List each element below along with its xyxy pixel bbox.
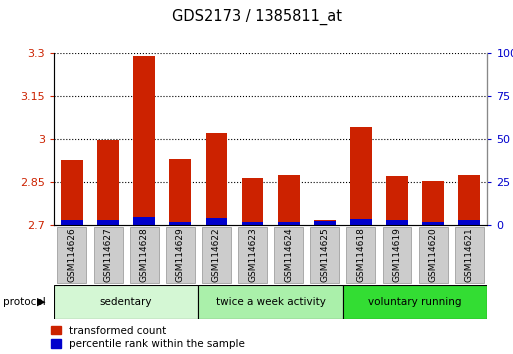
Bar [97, 141, 119, 225]
FancyBboxPatch shape [419, 227, 448, 283]
Bar [169, 222, 191, 225]
FancyBboxPatch shape [343, 285, 487, 319]
FancyBboxPatch shape [310, 227, 339, 283]
Bar [242, 178, 263, 225]
Text: GSM114618: GSM114618 [357, 227, 365, 282]
Legend: transformed count, percentile rank within the sample: transformed count, percentile rank withi… [51, 326, 245, 349]
Bar [314, 221, 336, 225]
Text: GSM114627: GSM114627 [104, 228, 112, 282]
Text: GSM114628: GSM114628 [140, 228, 149, 282]
Text: GSM114629: GSM114629 [176, 228, 185, 282]
Text: protocol: protocol [3, 297, 45, 307]
Bar [314, 219, 336, 225]
FancyBboxPatch shape [166, 227, 195, 283]
Text: ▶: ▶ [37, 297, 46, 307]
Bar [242, 222, 263, 225]
Bar [350, 127, 372, 225]
Bar [206, 133, 227, 225]
FancyBboxPatch shape [274, 227, 303, 283]
Text: GDS2173 / 1385811_at: GDS2173 / 1385811_at [171, 9, 342, 25]
Bar [350, 219, 372, 225]
Bar [169, 159, 191, 225]
Text: GSM114624: GSM114624 [284, 228, 293, 282]
Text: GSM114626: GSM114626 [67, 228, 76, 282]
Bar [422, 222, 444, 225]
Bar [133, 217, 155, 225]
FancyBboxPatch shape [383, 227, 411, 283]
FancyBboxPatch shape [346, 227, 376, 283]
FancyBboxPatch shape [57, 227, 86, 283]
Bar [386, 176, 408, 225]
Bar [61, 160, 83, 225]
Bar [459, 219, 480, 225]
FancyBboxPatch shape [199, 285, 343, 319]
Bar [206, 218, 227, 225]
Text: GSM114620: GSM114620 [429, 228, 438, 282]
Bar [133, 56, 155, 225]
Text: GSM114619: GSM114619 [392, 227, 402, 282]
FancyBboxPatch shape [238, 227, 267, 283]
Bar [278, 222, 300, 225]
Bar [386, 219, 408, 225]
Bar [422, 181, 444, 225]
Text: twice a week activity: twice a week activity [215, 297, 326, 307]
Text: GSM114621: GSM114621 [465, 228, 474, 282]
Text: sedentary: sedentary [100, 297, 152, 307]
Bar [97, 219, 119, 225]
Text: GSM114622: GSM114622 [212, 228, 221, 282]
FancyBboxPatch shape [455, 227, 484, 283]
Bar [278, 175, 300, 225]
FancyBboxPatch shape [54, 285, 199, 319]
FancyBboxPatch shape [93, 227, 123, 283]
Text: voluntary running: voluntary running [368, 297, 462, 307]
Text: GSM114623: GSM114623 [248, 228, 257, 282]
Text: GSM114625: GSM114625 [320, 228, 329, 282]
Bar [459, 175, 480, 225]
FancyBboxPatch shape [130, 227, 159, 283]
Bar [61, 219, 83, 225]
FancyBboxPatch shape [202, 227, 231, 283]
